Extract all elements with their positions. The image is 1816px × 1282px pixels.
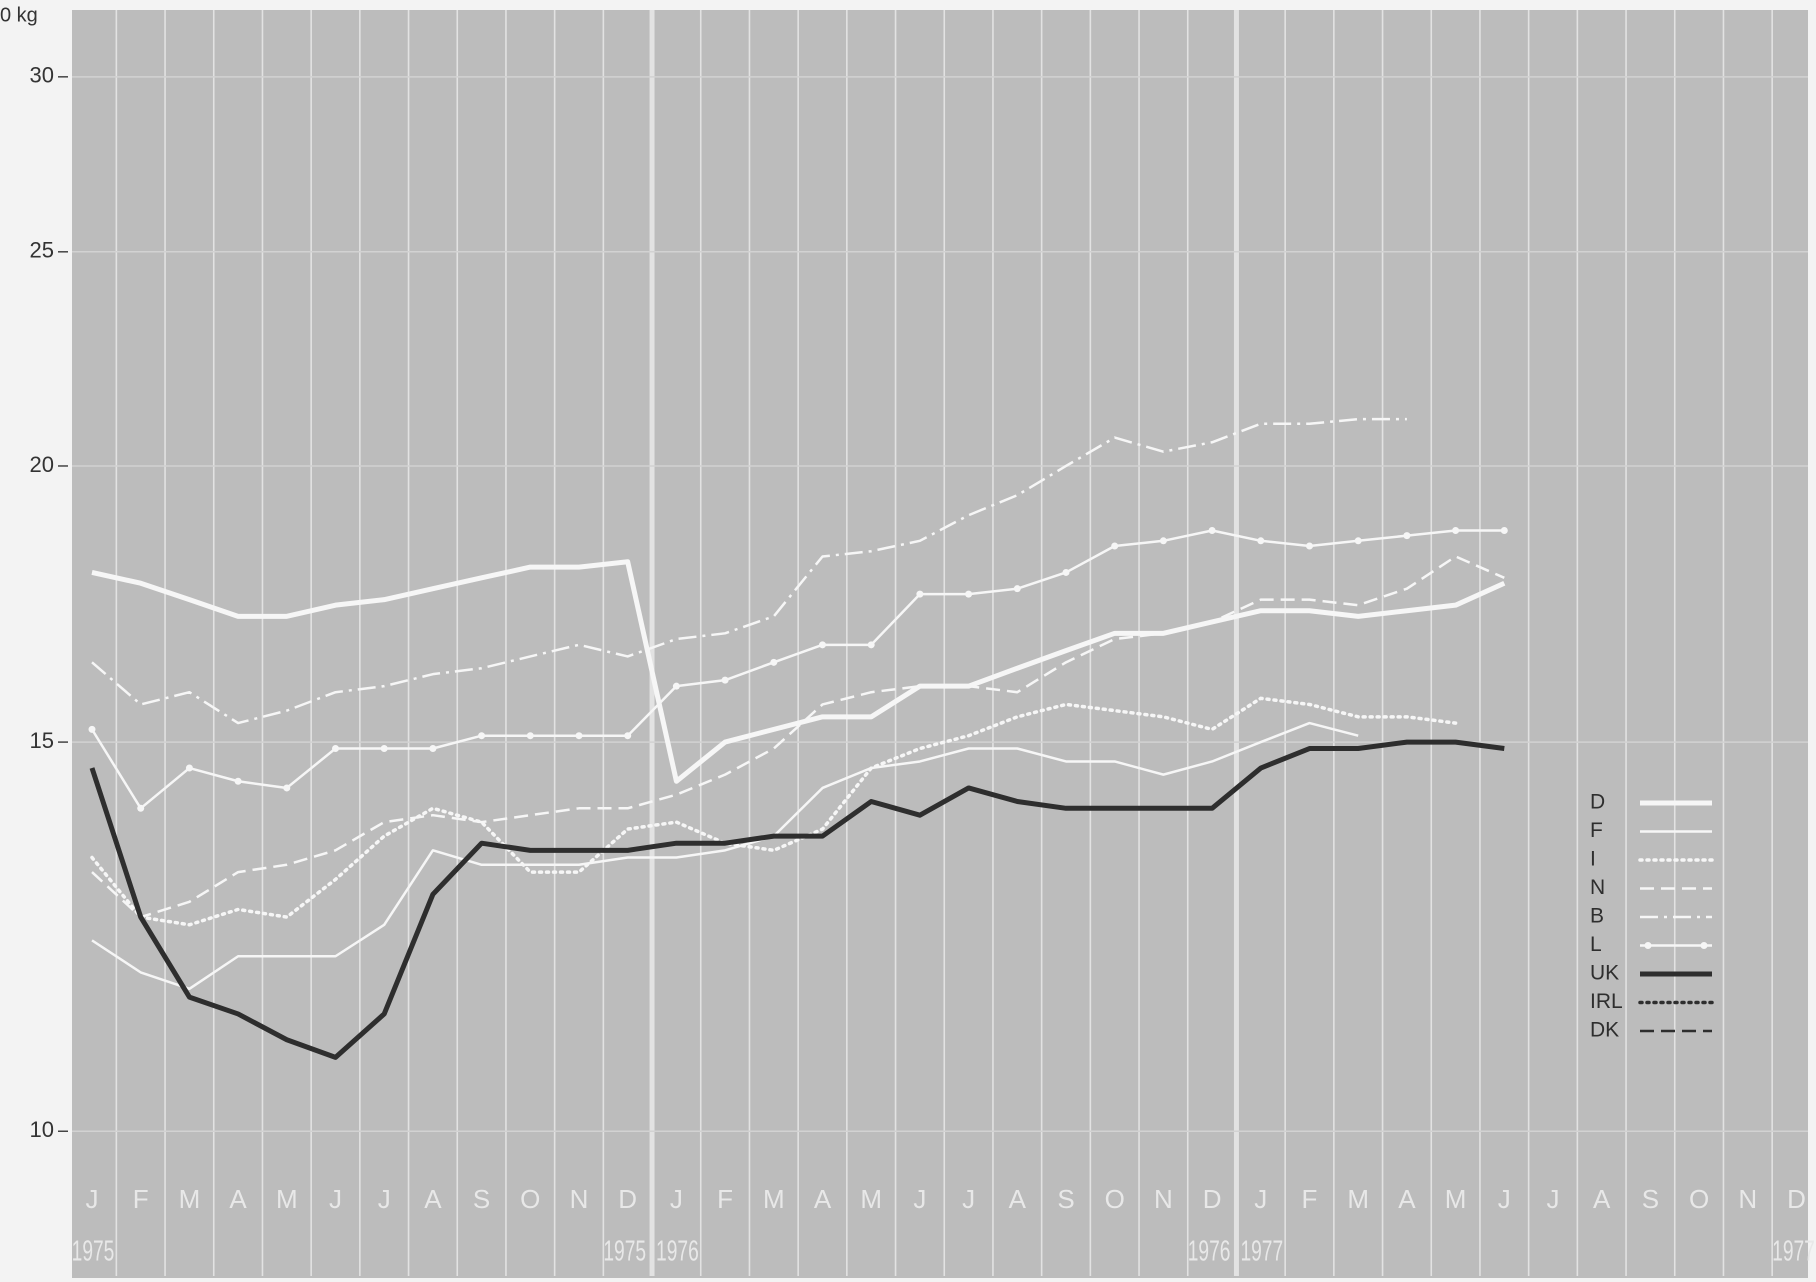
x-tick-label: J (1498, 1184, 1511, 1214)
legend-label: UK (1590, 962, 1619, 985)
series-point (1306, 542, 1313, 550)
y-tick-label: 20 (30, 452, 54, 477)
year-label: 1977 (1240, 1236, 1283, 1268)
x-tick-label: O (1689, 1184, 1709, 1214)
legend-label: N (1590, 876, 1605, 899)
legend-swatch-dot (1700, 942, 1708, 949)
x-tick-label: M (763, 1184, 785, 1214)
series-point (965, 590, 973, 598)
x-tick-label: D (618, 1184, 637, 1214)
x-tick-label: J (1547, 1184, 1560, 1214)
series-line (91, 559, 1506, 784)
series-line (89, 739, 1505, 1060)
x-tick-label: S (1642, 1184, 1659, 1214)
x-tick-label: M (1347, 1184, 1369, 1214)
series-point (575, 732, 583, 740)
series-point (624, 732, 632, 740)
year-label: 1975 (603, 1236, 646, 1268)
x-tick-label: N (570, 1184, 589, 1214)
year-label: 1976 (1188, 1236, 1231, 1268)
series-point (88, 725, 96, 733)
x-tick-label: M (860, 1184, 882, 1214)
x-tick-label: A (229, 1184, 247, 1214)
series-point (1159, 537, 1167, 545)
x-tick-label: N (1738, 1184, 1757, 1214)
series-point (137, 804, 145, 812)
x-tick-label: J (86, 1184, 99, 1214)
x-tick-label: M (276, 1184, 298, 1214)
series-line (91, 721, 1359, 991)
series-point (1500, 526, 1508, 534)
x-tick-label: D (1787, 1184, 1806, 1214)
series-point (1062, 568, 1070, 576)
series-point (1208, 526, 1216, 534)
x-tick-label: N (1154, 1184, 1173, 1214)
legend-label: D (1590, 791, 1605, 814)
series-point (672, 682, 680, 690)
x-tick-label: J (670, 1184, 683, 1214)
legend-label: L (1590, 933, 1602, 956)
year-label: 1975 (72, 1236, 115, 1268)
y-unit-label: 0 kg (0, 4, 38, 26)
series-point (1013, 585, 1021, 593)
series-point (429, 745, 437, 753)
series-point (234, 777, 242, 785)
y-tick-label: 15 (30, 728, 54, 753)
year-label: 1977 (1772, 1236, 1815, 1268)
plot-background (72, 10, 1808, 1278)
x-tick-label: F (1302, 1184, 1318, 1214)
series-point (1403, 532, 1411, 540)
y-tick-label: 30 (30, 63, 54, 88)
series-point (478, 732, 486, 740)
x-tick-label: A (424, 1184, 442, 1214)
x-tick-label: F (133, 1184, 149, 1214)
legend-label: I (1590, 848, 1596, 871)
series-point (526, 732, 534, 740)
x-tick-label: J (962, 1184, 975, 1214)
legend-label: B (1590, 905, 1604, 928)
x-tick-label: O (1105, 1184, 1125, 1214)
series-line (90, 529, 1505, 810)
y-tick-label: 25 (30, 238, 54, 263)
series-point (1257, 537, 1265, 545)
legend-label: IRL (1590, 990, 1623, 1013)
x-tick-label: A (1009, 1184, 1027, 1214)
legend-label: DK (1590, 1019, 1619, 1042)
x-tick-label: A (1593, 1184, 1611, 1214)
series-line (90, 696, 1458, 927)
series-point (1111, 542, 1119, 550)
series-point (867, 641, 875, 649)
x-tick-label: F (717, 1184, 733, 1214)
x-tick-label: S (473, 1184, 490, 1214)
series-point (283, 784, 291, 792)
y-tick-label: 10 (30, 1117, 54, 1142)
legend-label: F (1590, 819, 1603, 842)
series-point (721, 676, 729, 684)
series-point (819, 641, 826, 649)
series-point (1354, 537, 1362, 545)
series-line (91, 555, 1505, 919)
x-tick-label: M (179, 1184, 201, 1214)
series-point (332, 745, 339, 753)
series-point (916, 590, 924, 598)
x-tick-label: M (1445, 1184, 1467, 1214)
series-point (1452, 526, 1460, 534)
x-tick-label: A (1398, 1184, 1416, 1214)
series-point (185, 764, 193, 772)
x-tick-label: A (814, 1184, 832, 1214)
x-tick-label: D (1203, 1184, 1222, 1214)
x-tick-label: S (1057, 1184, 1074, 1214)
x-tick-label: J (913, 1184, 926, 1214)
x-tick-label: J (1254, 1184, 1267, 1214)
series-point (770, 658, 778, 666)
series-line (91, 417, 1407, 725)
legend-swatch-dot (1644, 942, 1652, 949)
x-tick-label: J (378, 1184, 391, 1214)
x-tick-label: O (520, 1184, 540, 1214)
x-tick-label: J (329, 1184, 342, 1214)
series-point (380, 745, 388, 753)
year-label: 1976 (656, 1236, 699, 1268)
